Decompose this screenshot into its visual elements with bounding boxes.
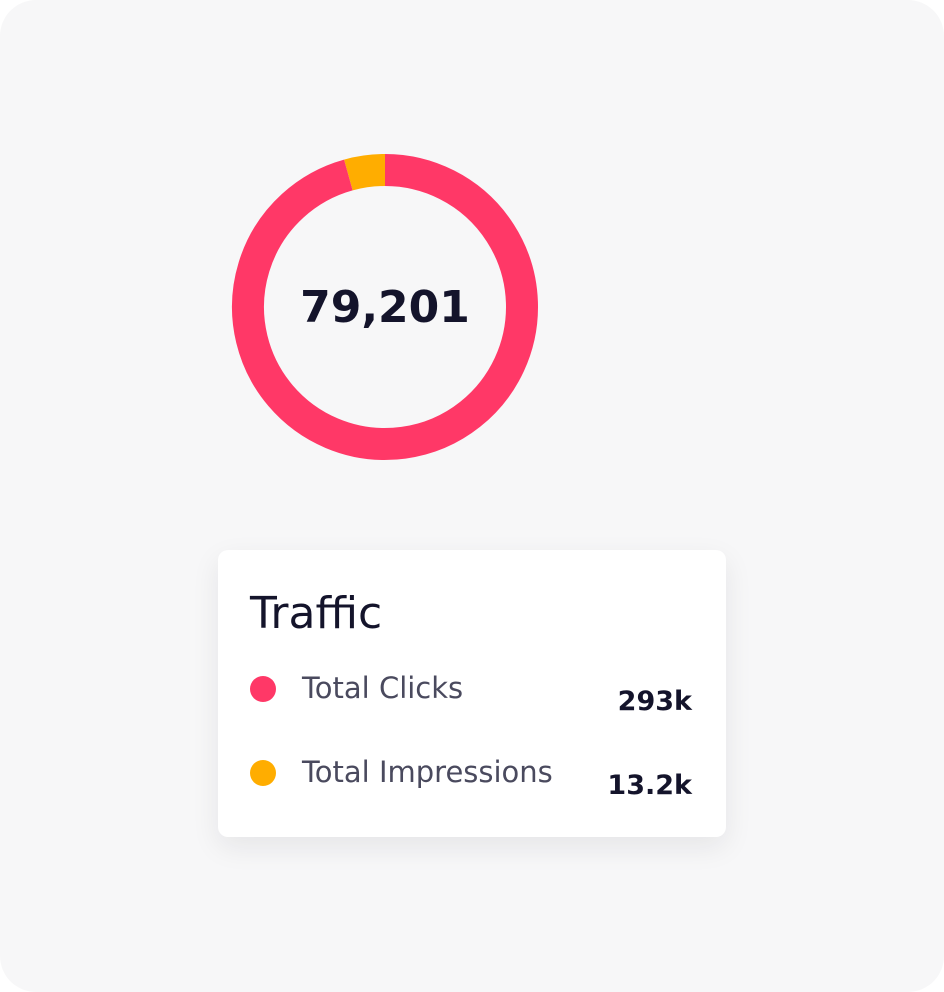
legend-card: Traffic Total Clicks 293k Total Impression… — [218, 550, 726, 837]
legend-label: Total Clicks — [302, 671, 464, 705]
donut-segment — [232, 154, 538, 460]
legend-value: 13.2k — [607, 770, 692, 801]
donut-segment — [344, 154, 386, 191]
donut-chart: 79,201 — [232, 154, 538, 460]
card-title: Traffic — [250, 588, 383, 639]
center-value: 79,201 — [300, 282, 470, 333]
legend-marker — [250, 676, 276, 702]
legend-label: Total Impressions — [302, 755, 553, 789]
legend-value: 293k — [617, 686, 692, 717]
legend-marker — [250, 760, 276, 786]
